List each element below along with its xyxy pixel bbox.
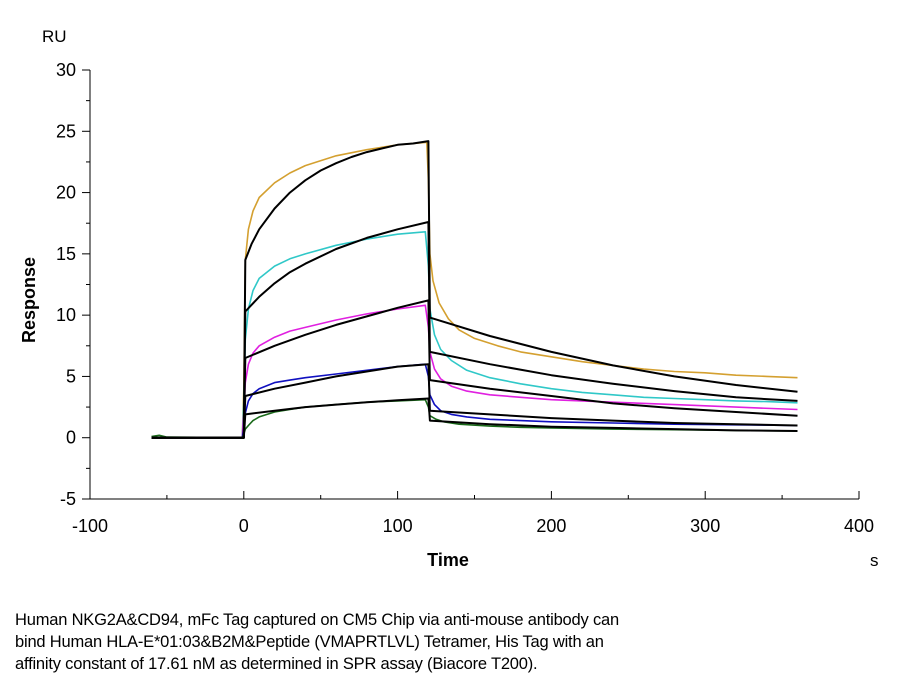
- series-line-sensorgram-1: [151, 141, 798, 439]
- x-tick-label: 400: [844, 516, 874, 536]
- y-tick-label: 30: [56, 60, 76, 80]
- x-unit-label: s: [870, 551, 879, 570]
- series-line-fit-3: [151, 299, 798, 439]
- series-line-fit-2: [151, 221, 798, 439]
- series-line-sensorgram-3: [151, 304, 798, 439]
- y-tick-label: 25: [56, 121, 76, 141]
- x-tick-label: 200: [536, 516, 566, 536]
- x-axis-title: Time: [427, 550, 469, 570]
- figure-caption: Human NKG2A&CD94, mFc Tag captured on CM…: [15, 609, 895, 675]
- series-line-fit-5: [151, 397, 798, 439]
- y-unit-label: RU: [42, 27, 67, 46]
- axes: -5 0 5 10 15 20 25 30 -100 0 100 200 300 400: [56, 60, 874, 536]
- series-layer: [151, 140, 798, 439]
- y-tick-label: -5: [60, 489, 76, 509]
- x-tick-label: 0: [239, 516, 249, 536]
- series-line-fit-4: [151, 363, 798, 439]
- series-line-sensorgram-2: [151, 231, 798, 439]
- sensorgram-chart: -5 0 5 10 15 20 25 30 -100 0 100 200 300 400 RU Respo…: [19, 27, 879, 570]
- caption-line: bind Human HLA-E*01:03&B2M&Peptide (VMAP…: [15, 633, 604, 651]
- x-tick-label: -100: [72, 516, 108, 536]
- y-axis-title: Response: [19, 257, 39, 343]
- x-tick-label: 300: [690, 516, 720, 536]
- caption-line: Human NKG2A&CD94, mFc Tag captured on CM…: [15, 611, 619, 629]
- series-line-fit-1: [151, 140, 798, 439]
- x-tick-label: 100: [383, 516, 413, 536]
- y-tick-label: 0: [66, 428, 76, 448]
- y-tick-label: 20: [56, 183, 76, 203]
- y-tick-label: 10: [56, 305, 76, 325]
- caption-line: affinity constant of 17.61 nM as determi…: [15, 655, 538, 673]
- y-tick-label: 5: [66, 366, 76, 386]
- y-tick-label: 15: [56, 244, 76, 264]
